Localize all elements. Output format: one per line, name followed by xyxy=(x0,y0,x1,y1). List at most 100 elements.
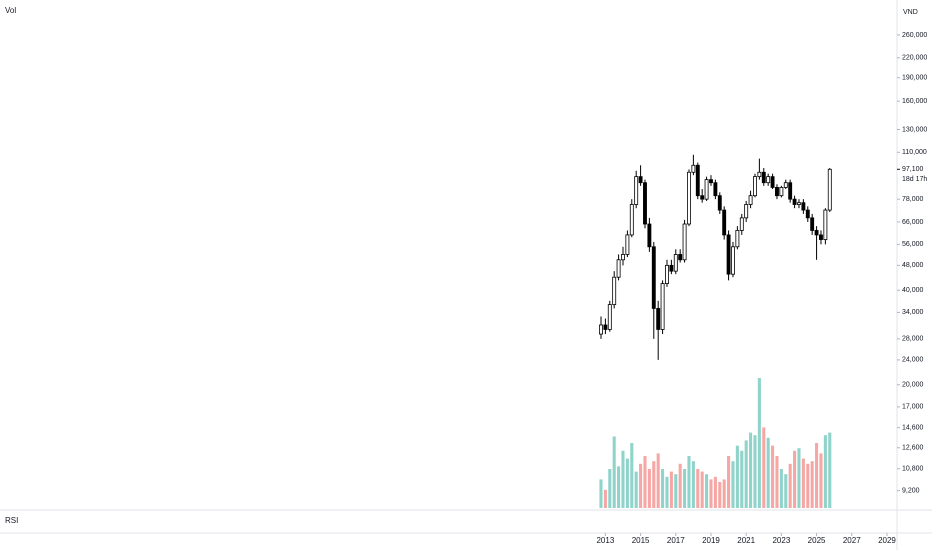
volume-bar xyxy=(819,453,823,508)
candle-body xyxy=(673,254,678,272)
candle-body xyxy=(726,234,731,275)
x-tick-label: 2025 xyxy=(808,536,826,545)
x-tick-label: 2017 xyxy=(667,536,685,545)
candle-body xyxy=(647,223,652,248)
candle-body xyxy=(669,264,674,272)
candle-body xyxy=(735,230,740,248)
candle-body xyxy=(753,176,757,197)
candle-body xyxy=(792,198,797,205)
volume-bar xyxy=(788,463,792,508)
y-tick-label: 130,000 xyxy=(902,126,927,133)
y-tick-label: 24,000 xyxy=(902,357,924,364)
x-tick-label: 2019 xyxy=(702,536,720,545)
volume-bar xyxy=(731,461,735,508)
volume-bar xyxy=(608,469,612,508)
volume-bar xyxy=(823,435,827,508)
volume-bar xyxy=(647,469,651,508)
volume-bar xyxy=(775,456,779,508)
volume-bar xyxy=(643,456,647,508)
volume-bar xyxy=(828,432,832,508)
candle-body xyxy=(801,202,806,211)
candle-body xyxy=(761,171,766,184)
y-tick-label: 260,000 xyxy=(902,32,927,39)
volume-bar xyxy=(621,450,625,508)
x-tick-label: 2021 xyxy=(737,536,755,545)
candle-body xyxy=(691,164,696,173)
volume-bar xyxy=(599,479,603,508)
volume-bar xyxy=(740,450,744,508)
candle-body xyxy=(783,182,788,188)
y-tick-label: 28,000 xyxy=(902,336,924,343)
candle-body xyxy=(717,195,722,211)
candle-body xyxy=(779,187,784,197)
volume-bar xyxy=(625,458,629,508)
volume-bar xyxy=(709,479,713,508)
volume-bar xyxy=(674,474,678,508)
candle-body xyxy=(665,264,669,284)
candle-body xyxy=(638,176,643,184)
y-tick-label: 220,000 xyxy=(902,55,927,62)
candle-body xyxy=(682,223,687,261)
candle-body xyxy=(797,202,801,205)
volume-bar xyxy=(656,453,660,508)
volume-bar xyxy=(784,474,788,508)
x-tick-label: 2027 xyxy=(843,536,861,545)
volume-bar xyxy=(744,440,748,508)
y-tick-label: 12,600 xyxy=(902,445,924,452)
volume-bar xyxy=(757,378,761,508)
candle-body xyxy=(700,195,705,200)
y-tick-label: 160,000 xyxy=(902,98,927,105)
rsi-label: RSI xyxy=(5,516,18,525)
y-tick-label: 78,000 xyxy=(902,196,924,203)
volume-bar xyxy=(661,469,665,508)
volume-bar xyxy=(779,469,783,508)
y-tick-label: 9,200 xyxy=(902,487,920,494)
candle-body xyxy=(823,209,828,240)
candle-body xyxy=(612,276,617,305)
candle-body xyxy=(739,217,744,231)
candle-body xyxy=(629,204,634,236)
volume-bar xyxy=(612,436,616,508)
volume-bar xyxy=(700,471,704,508)
candle-body xyxy=(819,234,823,240)
candle-body xyxy=(766,176,771,184)
y-tick-label: 66,000 xyxy=(902,219,924,226)
volume-bar xyxy=(815,443,819,508)
volume-bar xyxy=(634,471,638,508)
volume-bar xyxy=(806,463,810,508)
y-tick-label: 14,600 xyxy=(902,425,924,432)
volume-bar xyxy=(713,476,717,508)
candle-body xyxy=(704,179,709,200)
volume-bar xyxy=(735,445,739,508)
volume-bar xyxy=(718,482,722,508)
volume-bar xyxy=(678,463,682,508)
volume-bar xyxy=(617,466,621,508)
volume-bar xyxy=(705,474,709,508)
candle-body xyxy=(805,209,810,219)
y-tick-label: 20,000 xyxy=(902,382,924,389)
volume-bar xyxy=(683,469,687,508)
candle-body xyxy=(660,283,665,330)
y-tick-label: 10,800 xyxy=(902,466,924,473)
x-tick-label: 2029 xyxy=(878,536,896,545)
volume-bar xyxy=(639,463,643,508)
candle-body xyxy=(607,304,612,330)
volume-bar xyxy=(665,476,669,508)
last-price-label: 97,100 xyxy=(902,166,924,173)
volume-bar xyxy=(753,435,757,508)
volume-bar xyxy=(691,461,695,508)
currency-label[interactable]: VND xyxy=(903,9,918,16)
y-tick-label: 17,000 xyxy=(902,404,924,411)
candle-body xyxy=(744,204,749,219)
volume-bar xyxy=(630,443,634,508)
volume-bar xyxy=(603,489,607,508)
candle-body xyxy=(621,254,625,261)
volume-bar xyxy=(687,456,691,508)
y-tick-label: 110,000 xyxy=(902,149,927,156)
x-tick-label: 2023 xyxy=(772,536,790,545)
candle-body xyxy=(757,171,762,178)
candle-body xyxy=(616,259,621,278)
volume-bar xyxy=(652,461,656,508)
